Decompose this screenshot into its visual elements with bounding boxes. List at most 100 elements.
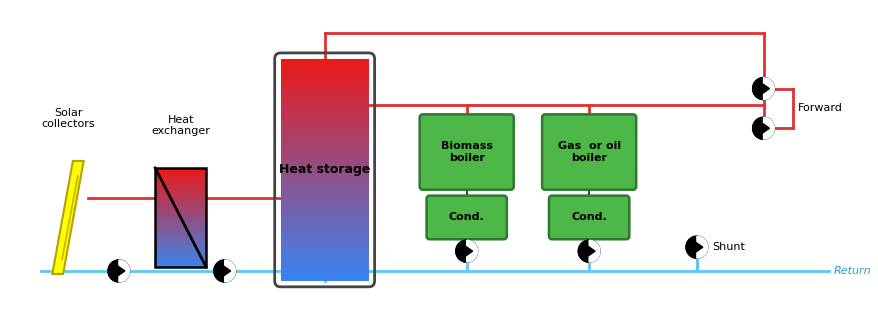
Bar (280, 199, 369, 201)
Bar (280, 72, 369, 75)
Wedge shape (752, 117, 763, 139)
Circle shape (213, 260, 235, 282)
Bar (155, 219, 206, 221)
Bar (280, 243, 369, 245)
Bar (280, 157, 369, 159)
Bar (155, 222, 206, 224)
Wedge shape (686, 236, 696, 258)
Bar (155, 249, 206, 251)
Bar (280, 225, 369, 227)
Wedge shape (108, 260, 119, 282)
Bar (280, 143, 369, 145)
Bar (280, 163, 369, 165)
Wedge shape (213, 260, 225, 282)
Bar (280, 137, 369, 139)
Bar (280, 192, 369, 194)
Circle shape (752, 78, 774, 100)
Bar (155, 186, 206, 188)
Bar (155, 194, 206, 196)
Bar (280, 81, 369, 83)
Bar (155, 171, 206, 173)
Bar (155, 259, 206, 261)
Bar (280, 256, 369, 259)
Bar (280, 66, 369, 68)
Bar (280, 90, 369, 92)
Bar (280, 59, 369, 61)
Bar (280, 223, 369, 225)
Bar (280, 110, 369, 112)
Bar (280, 77, 369, 79)
Bar (155, 246, 206, 247)
Bar (280, 268, 369, 270)
Bar (280, 95, 369, 97)
Polygon shape (695, 242, 702, 252)
Bar (280, 265, 369, 268)
Text: Cond.: Cond. (571, 212, 607, 222)
Bar (280, 254, 369, 256)
Bar (155, 168, 206, 267)
Wedge shape (696, 236, 707, 258)
Bar (155, 239, 206, 241)
Bar (155, 188, 206, 189)
Bar (155, 197, 206, 199)
Bar (280, 61, 369, 63)
Bar (155, 221, 206, 222)
Wedge shape (578, 240, 588, 262)
Bar (280, 168, 369, 170)
Bar (155, 234, 206, 236)
FancyBboxPatch shape (542, 115, 636, 190)
Bar (280, 205, 369, 207)
Bar (155, 169, 206, 171)
Bar (280, 83, 369, 85)
Bar (155, 227, 206, 229)
Bar (155, 231, 206, 232)
Bar (280, 230, 369, 232)
Bar (280, 227, 369, 230)
Bar (155, 173, 206, 174)
Bar (280, 154, 369, 157)
Text: Shunt: Shunt (712, 242, 745, 252)
Polygon shape (223, 266, 230, 276)
Bar (155, 252, 206, 254)
Bar (280, 70, 369, 72)
Bar (280, 190, 369, 192)
Bar (280, 188, 369, 190)
Text: Biomass
boiler: Biomass boiler (440, 141, 493, 163)
Bar (155, 217, 206, 219)
FancyBboxPatch shape (549, 196, 629, 239)
Polygon shape (761, 84, 768, 94)
Bar (280, 263, 369, 265)
Bar (155, 237, 206, 239)
Bar (155, 196, 206, 197)
Text: Forward: Forward (797, 103, 842, 114)
Bar (280, 161, 369, 163)
Bar (280, 252, 369, 254)
Polygon shape (118, 266, 125, 276)
Bar (155, 232, 206, 234)
Circle shape (578, 240, 600, 262)
Bar (280, 219, 369, 221)
Bar (155, 174, 206, 176)
Bar (155, 176, 206, 178)
Bar (155, 183, 206, 184)
Text: Gas  or oil
boiler: Gas or oil boiler (557, 141, 620, 163)
Bar (280, 261, 369, 263)
Bar (280, 115, 369, 117)
Bar (155, 247, 206, 249)
Bar (155, 264, 206, 265)
Bar (155, 168, 206, 169)
Text: Return: Return (833, 266, 871, 276)
Bar (280, 145, 369, 148)
Circle shape (108, 260, 130, 282)
Bar (280, 170, 369, 172)
Bar (155, 242, 206, 244)
Bar (280, 232, 369, 234)
Bar (280, 152, 369, 154)
Bar (280, 197, 369, 199)
Bar (155, 226, 206, 227)
Bar (280, 128, 369, 130)
Bar (155, 229, 206, 231)
Circle shape (686, 236, 707, 258)
Bar (155, 244, 206, 246)
Bar (155, 257, 206, 259)
